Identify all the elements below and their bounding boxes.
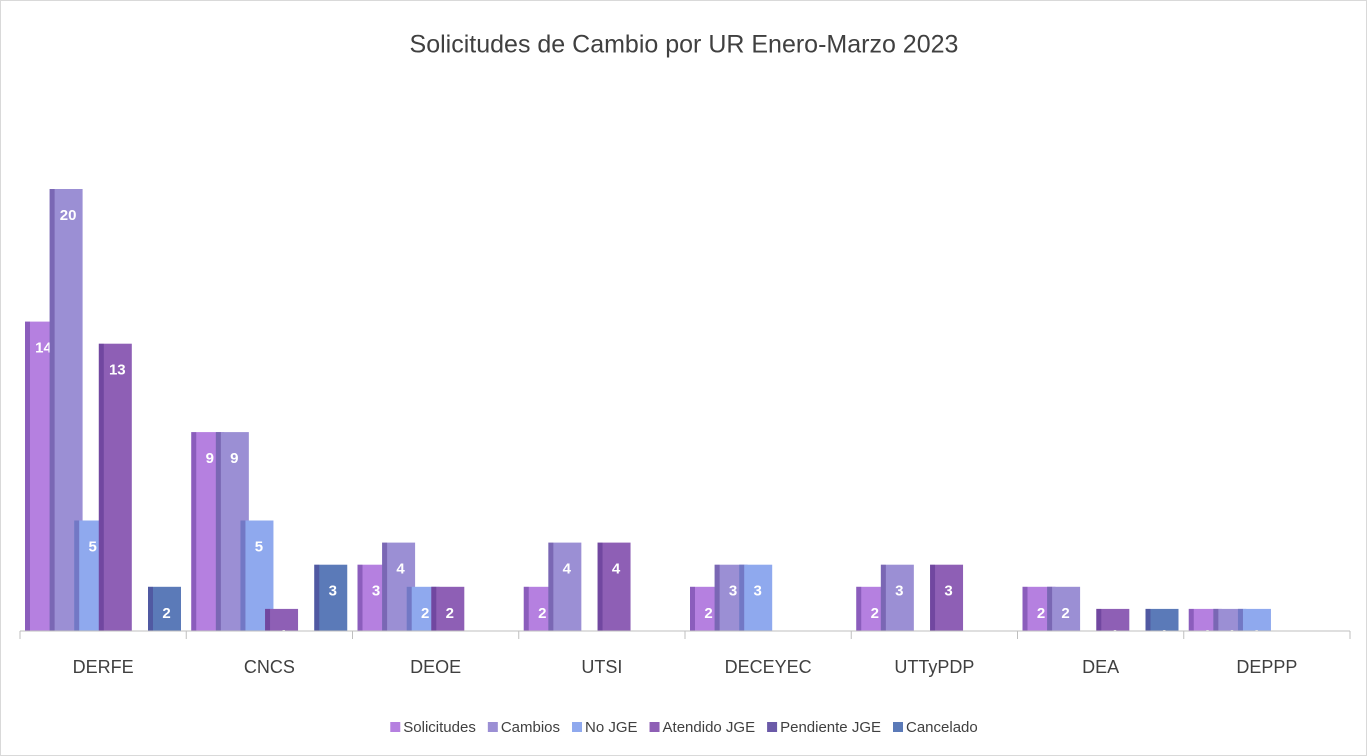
legend-swatch [487, 722, 498, 732]
bar-edge [856, 586, 862, 631]
legend-label: Cambios [501, 719, 560, 736]
x-tick-label: DEOE [410, 657, 461, 677]
legend-swatch [893, 722, 903, 732]
chart-title: Solicitudes de Cambio por UR Enero-Marzo… [410, 31, 959, 59]
legend-swatch [390, 722, 401, 732]
data-label: 20 [60, 207, 77, 224]
bar-edge [880, 564, 886, 631]
x-tick-label: UTTyPDP [894, 657, 974, 677]
data-label: 1 [1111, 627, 1119, 644]
data-label: 2 [421, 605, 429, 622]
data-label: 1 [1228, 627, 1236, 644]
bar [148, 586, 181, 631]
bar-edge [548, 542, 554, 631]
bar-edge [314, 564, 320, 631]
bar-edge [431, 586, 437, 631]
bar-edge [74, 520, 80, 631]
bar-edge [240, 520, 246, 631]
bar-edge [1047, 586, 1053, 631]
legend-swatch [649, 722, 660, 732]
data-label: 1 [1252, 627, 1260, 644]
data-label: 2 [538, 605, 546, 622]
bar [548, 542, 582, 631]
bar-edge [739, 564, 745, 631]
bar [1047, 586, 1081, 631]
data-label: 9 [230, 450, 238, 467]
bar-edge [191, 432, 197, 631]
bar-edge [930, 564, 936, 631]
bar-edge [1213, 608, 1219, 631]
bar-edge [215, 432, 221, 631]
data-label: 3 [944, 583, 952, 600]
bar [98, 343, 132, 631]
bar-edge [148, 586, 153, 631]
x-tick-label: DERFE [73, 657, 134, 677]
x-tick-label: DEA [1082, 657, 1119, 677]
bar [1096, 608, 1130, 631]
data-label: 2 [1061, 605, 1069, 622]
bar-edge [1237, 608, 1243, 631]
data-label: 1 [1160, 627, 1168, 644]
legend-label: Pendiente JGE [780, 719, 881, 736]
x-tick-label: DEPPP [1236, 657, 1297, 677]
bar [597, 542, 631, 631]
bar [930, 564, 964, 631]
bar [314, 564, 348, 631]
bar [265, 608, 299, 631]
data-label: 3 [329, 583, 337, 600]
data-label: 3 [754, 583, 762, 600]
data-label: 3 [372, 583, 380, 600]
data-label: 5 [255, 538, 263, 555]
data-label: 4 [563, 561, 572, 578]
bar [739, 564, 773, 631]
data-label: 14 [35, 340, 52, 357]
legend-label: No JGE [585, 719, 638, 736]
bar [880, 564, 914, 631]
data-label: 2 [704, 605, 712, 622]
data-label: 5 [89, 538, 97, 555]
bar-edge [25, 321, 30, 631]
bar-edge [690, 586, 695, 631]
x-tick-label: DECEYEC [725, 657, 812, 677]
x-tick-label: UTSI [581, 657, 622, 677]
data-label: 3 [895, 583, 903, 600]
bar-edge [98, 343, 104, 631]
data-label: 13 [109, 362, 126, 379]
bar-edge [265, 608, 271, 631]
bar-edge [406, 586, 412, 631]
data-label: 1 [279, 627, 287, 644]
data-label: 4 [612, 561, 621, 578]
bar-edge [523, 586, 529, 631]
legend-swatch [572, 722, 583, 732]
bar-edge [597, 542, 603, 631]
data-label: 1 [1203, 627, 1211, 644]
bar [431, 586, 465, 631]
data-label: 9 [206, 450, 214, 467]
bar-edge [1188, 608, 1194, 631]
legend: Solicitudes Cambios No JGE Atendido JGE Pend… [390, 719, 978, 736]
data-label: 3 [729, 583, 737, 600]
data-label: 4 [396, 561, 405, 578]
legend-label: Cancelado [906, 719, 978, 736]
bar-edge [1096, 608, 1102, 631]
bar [1145, 608, 1179, 631]
legend-label: Solicitudes [403, 719, 476, 736]
legend-swatch [767, 722, 778, 732]
data-label: 2 [162, 605, 170, 622]
bar-edge [49, 189, 55, 631]
data-label: 2 [871, 605, 879, 622]
legend-label: Atendido JGE [663, 719, 756, 736]
bar-edge [382, 542, 388, 631]
data-label: 2 [1037, 605, 1045, 622]
data-label: 2 [446, 605, 454, 622]
x-tick-label: CNCS [244, 657, 295, 677]
bar-edge [1145, 608, 1151, 631]
bar [1237, 608, 1271, 631]
bar-edge [714, 564, 720, 631]
bar-edge [1022, 586, 1028, 631]
bar-edge [357, 564, 363, 631]
